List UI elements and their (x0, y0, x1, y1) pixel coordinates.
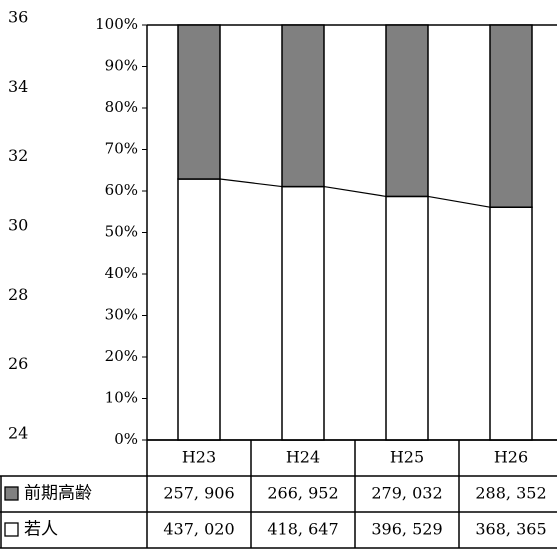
bar-H23-前期高齢 (177, 24, 221, 180)
secondary-tick-label-34: 34 (8, 77, 28, 96)
y-tick-label-10%: 10% (105, 389, 138, 407)
table-cell-前期高齢-H24: 266, 952 (267, 484, 338, 503)
y-tick-label-90%: 90% (105, 57, 138, 75)
secondary-tick-label-30: 30 (8, 216, 28, 235)
table-cell-前期高齢-H25: 279, 032 (371, 484, 442, 503)
y-tick-label-0%: 0% (114, 430, 138, 448)
series-line-0 (219, 178, 283, 188)
y-tick-label-40%: 40% (105, 264, 138, 282)
secondary-tick-label-24: 24 (8, 424, 28, 443)
table-cell-若人-H26: 368, 365 (475, 520, 546, 539)
series-line-1 (323, 185, 387, 198)
bars (177, 24, 533, 441)
bar-H24-若人 (281, 185, 325, 441)
y-tick-label-30%: 30% (105, 306, 138, 324)
table-header-H26: H26 (494, 448, 528, 467)
y-tick-label-80%: 80% (105, 98, 138, 116)
y-tick-label-50%: 50% (105, 223, 138, 241)
bar-H25-前期高齢 (385, 24, 429, 198)
table-header-H25: H25 (390, 448, 424, 467)
data-table: H23 H24 H25 H26 前期高齢 257, 906 266, 952 279, 032… (0, 439, 557, 549)
table-cell-前期高齢-H26: 288, 352 (475, 484, 546, 503)
table-cell-前期高齢-H23: 257, 906 (163, 484, 234, 503)
series-line-2 (427, 195, 491, 208)
table-header-H23: H23 (182, 448, 216, 467)
y-axis: 0% 10% 20% 30% 40% 50% 60% 70% 80% 90% 100% (95, 15, 557, 448)
series-lines (219, 178, 491, 208)
legend-marker-前期高齢 (4, 486, 19, 501)
bar-H25-若人 (385, 195, 429, 441)
table-row-label-前期高齢: 前期高齢 (24, 484, 92, 504)
bar-H26-前期高齢 (489, 24, 533, 208)
y-tick-label-100%: 100% (95, 15, 138, 33)
bar-H24-前期高齢 (281, 24, 325, 188)
table-cell-若人-H25: 396, 529 (371, 520, 442, 539)
table-row-label-若人: 若人 (24, 520, 58, 540)
secondary-tick-label-32: 32 (8, 146, 28, 165)
secondary-tick-label-28: 28 (8, 285, 28, 304)
bar-H26-若人 (489, 206, 533, 441)
table-cell-若人-H23: 437, 020 (163, 520, 234, 539)
table-header-H24: H24 (286, 448, 320, 467)
secondary-y-axis-labels: 24 26 28 30 32 34 36 (8, 8, 28, 443)
legend-marker-若人 (4, 522, 19, 537)
y-tick-label-70%: 70% (105, 140, 138, 158)
bar-H23-若人 (177, 178, 221, 441)
y-tick-label-60%: 60% (105, 181, 138, 199)
secondary-tick-label-36: 36 (8, 8, 28, 27)
y-tick-label-20%: 20% (105, 347, 138, 365)
secondary-tick-label-26: 26 (8, 354, 28, 373)
table-cell-若人-H24: 418, 647 (267, 520, 338, 539)
